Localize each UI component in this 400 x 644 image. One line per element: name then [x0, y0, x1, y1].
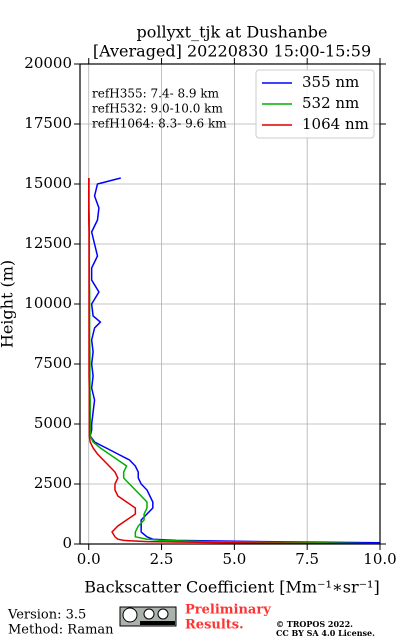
x-tick-label: 10.0 — [363, 550, 396, 568]
chart-subtitle: [Averaged] 20220830 15:00-15:59 — [93, 42, 371, 61]
data-line — [87, 178, 380, 544]
cc-logo — [119, 606, 177, 627]
preliminary: Preliminary — [185, 603, 271, 618]
preliminary: Results. — [185, 618, 244, 633]
y-tick-label: 17500 — [24, 114, 72, 132]
legend-label: 355 nm — [302, 73, 359, 91]
y-tick-label: 20000 — [24, 54, 72, 72]
y-tick-label: 5000 — [34, 414, 72, 432]
annotation: refH355: 7.4- 8.9 km — [92, 87, 220, 101]
legend-label: 1064 nm — [302, 115, 369, 133]
y-tick-label: 7500 — [34, 354, 72, 372]
x-tick-label: 7.5 — [295, 550, 319, 568]
x-axis-label: Backscatter Coefficient [Mm⁻¹∗sr⁻¹] — [84, 578, 379, 597]
x-tick-label: 5.0 — [222, 550, 246, 568]
legend-label: 532 nm — [302, 94, 359, 112]
copyright: CC BY SA 4.0 License. — [276, 628, 375, 638]
y-tick-label: 10000 — [24, 294, 72, 312]
x-tick-label: 2.5 — [150, 550, 174, 568]
y-tick-label: 12500 — [24, 234, 72, 252]
plot-frame — [79, 63, 381, 545]
version: Version: 3.5 — [7, 608, 86, 623]
x-tick-label: 0.0 — [77, 550, 101, 568]
annotation: refH532: 9.0-10.0 km — [92, 102, 223, 116]
y-tick-label: 0 — [62, 534, 72, 552]
copyright: © TROPOS 2022. — [276, 619, 353, 629]
chart-title: pollyxt_tjk at Dushanbe — [136, 23, 327, 42]
y-tick-label: 2500 — [34, 474, 72, 492]
y-tick-label: 15000 — [24, 174, 72, 192]
legend-box — [255, 69, 375, 139]
y-axis-label: Height (m) — [0, 260, 17, 348]
annotation: refH1064: 8.3- 9.6 km — [92, 117, 227, 131]
method: Method: Raman — [8, 623, 114, 638]
plot-lines — [87, 177, 380, 544]
